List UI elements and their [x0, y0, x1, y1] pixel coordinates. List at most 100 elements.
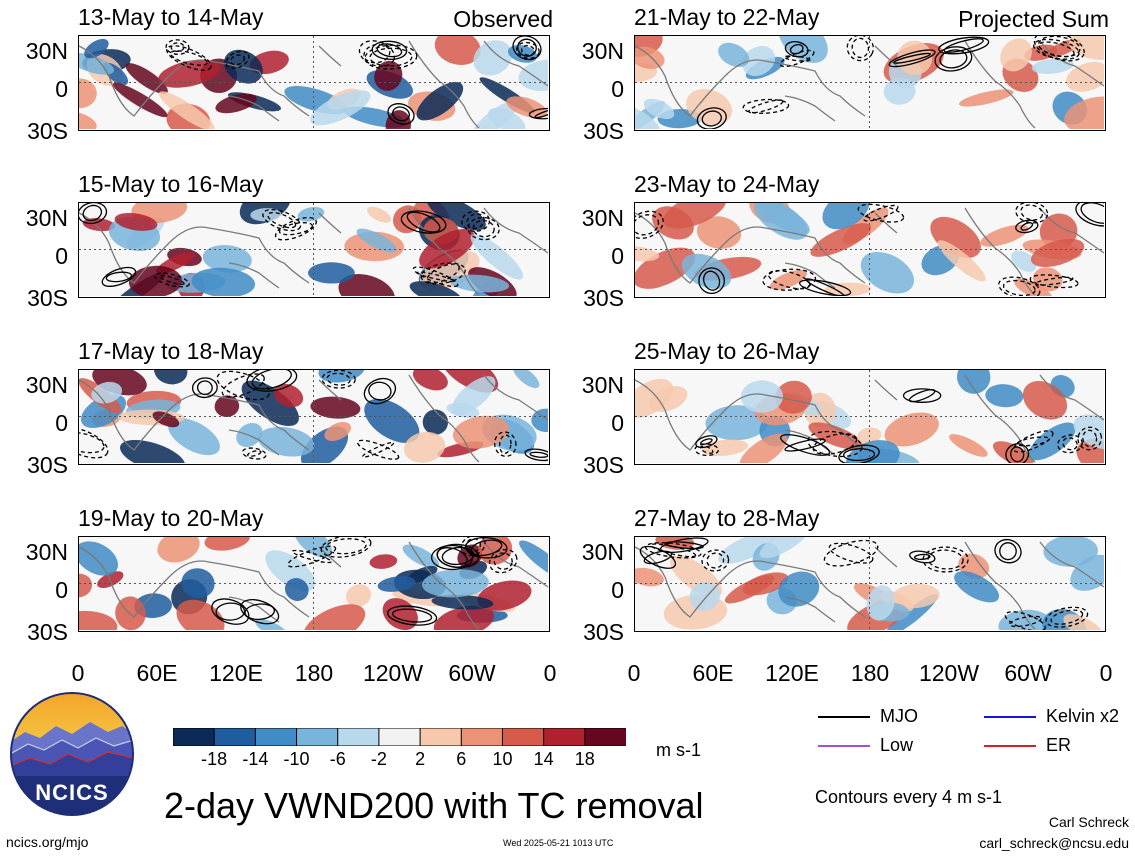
mjo-contour	[939, 49, 968, 69]
colorbar	[172, 727, 628, 747]
anomaly-blob	[449, 274, 510, 293]
anomaly-blob	[79, 52, 115, 75]
mjo-contour	[517, 38, 537, 57]
mjo-contour	[1020, 204, 1044, 221]
panel-title: 27-May to 28-May	[634, 505, 820, 531]
anomaly-blob	[1068, 36, 1104, 60]
mjo-contour	[101, 266, 137, 287]
mjo-contour	[650, 543, 697, 558]
coastline	[635, 541, 1104, 630]
mjo-contour	[251, 370, 292, 390]
author-email[interactable]: carl_schreck@ncsu.edu	[979, 835, 1129, 851]
mjo-contour	[240, 599, 280, 625]
lat-label: 30N	[581, 205, 624, 231]
mjo-contour	[358, 40, 396, 68]
anomaly-blob	[518, 59, 548, 91]
mjo-contour	[488, 548, 518, 574]
anomaly-blob	[79, 573, 93, 598]
anomaly-blob	[294, 537, 332, 558]
lat-label: 30S	[583, 285, 624, 311]
lon-label: 60E	[692, 660, 734, 686]
anomaly-blob	[452, 415, 510, 449]
mjo-contour	[1050, 609, 1084, 625]
colorbar-swatch	[213, 727, 257, 747]
colorbar-tick-label: 14	[533, 749, 554, 769]
anomaly-blob	[663, 203, 727, 229]
anomaly-blob	[125, 63, 168, 94]
mjo-contour	[321, 370, 356, 389]
mjo-contour	[748, 99, 784, 114]
lat-label: 30N	[581, 38, 624, 64]
colorbar-swatch	[337, 727, 380, 747]
mjo-contour	[909, 550, 936, 564]
mjo-contour	[783, 55, 811, 62]
mjo-contour	[1015, 219, 1039, 234]
coastline	[79, 40, 548, 129]
mjo-contour	[1045, 606, 1089, 628]
mjo-contour	[908, 388, 936, 403]
mjo-contour	[467, 216, 500, 241]
mjo-contour	[470, 539, 503, 557]
mjo-contour	[846, 36, 874, 62]
mjo-contour	[170, 50, 208, 66]
anomaly-blob	[91, 381, 123, 404]
mjo-contour	[416, 271, 455, 283]
timestamp: Wed 2025-05-21 1013 UTC	[503, 838, 614, 848]
panel-title: 15-May to 16-May	[78, 171, 264, 197]
mjo-contour	[780, 434, 831, 456]
anomaly-blob	[409, 281, 462, 296]
anomaly-blob	[79, 610, 118, 630]
panel-title: 19-May to 20-May	[78, 505, 264, 531]
mjo-contour	[363, 377, 397, 405]
mjo-contour	[1016, 436, 1051, 447]
anomaly-blob	[158, 59, 221, 88]
anomaly-blob	[635, 247, 696, 289]
mjo-contour	[838, 444, 880, 463]
mjo-contour	[694, 443, 719, 457]
coastline	[79, 207, 548, 296]
mjo-contour	[812, 433, 858, 455]
mjo-contour	[464, 537, 508, 559]
anomaly-blob	[822, 203, 870, 230]
anomaly-blob	[1028, 422, 1076, 461]
mjo-contour	[326, 372, 351, 386]
lat-label: 30N	[581, 539, 624, 565]
anomaly-blob	[519, 540, 548, 581]
colorbar-units: m s-1	[656, 740, 701, 760]
lon-label: 120E	[765, 660, 819, 686]
wind-map	[634, 35, 1106, 131]
mjo-contour	[863, 204, 899, 222]
mjo-contour	[789, 44, 804, 55]
panel-tag: Projected Sum	[958, 6, 1109, 32]
coastline	[635, 374, 1104, 463]
legend-line-er	[984, 745, 1036, 747]
anomaly-blob	[740, 380, 783, 413]
mjo-contour	[1034, 276, 1074, 286]
mjo-contour	[857, 203, 905, 223]
anomaly-blob	[338, 274, 395, 296]
mjo-contour	[412, 266, 459, 288]
lon-label: 60W	[448, 660, 496, 686]
map-field	[635, 370, 1104, 463]
anomaly-blob	[937, 240, 986, 282]
mjo-contour	[79, 426, 109, 459]
mjo-contour	[406, 211, 441, 233]
colorbar-tick-label: 18	[574, 749, 595, 769]
anomaly-blob	[718, 42, 750, 68]
anomaly-blob	[742, 45, 776, 77]
mjo-contour	[524, 448, 548, 462]
mjo-contour	[635, 210, 664, 239]
mjo-contour	[229, 54, 246, 66]
lon-label: 120E	[209, 660, 263, 686]
lat-label: 0	[55, 410, 68, 436]
mjo-contour	[278, 222, 313, 236]
anomaly-blob	[643, 98, 675, 120]
anomaly-blob	[407, 565, 438, 583]
anomaly-blob	[79, 78, 97, 109]
lon-label: 60E	[136, 660, 178, 686]
mjo-contour	[699, 445, 714, 454]
site-link[interactable]: ncics.org/mjo	[6, 834, 89, 850]
mjo-contour	[943, 38, 984, 53]
mjo-contour	[784, 438, 826, 452]
colorbar-swatch	[584, 727, 628, 747]
